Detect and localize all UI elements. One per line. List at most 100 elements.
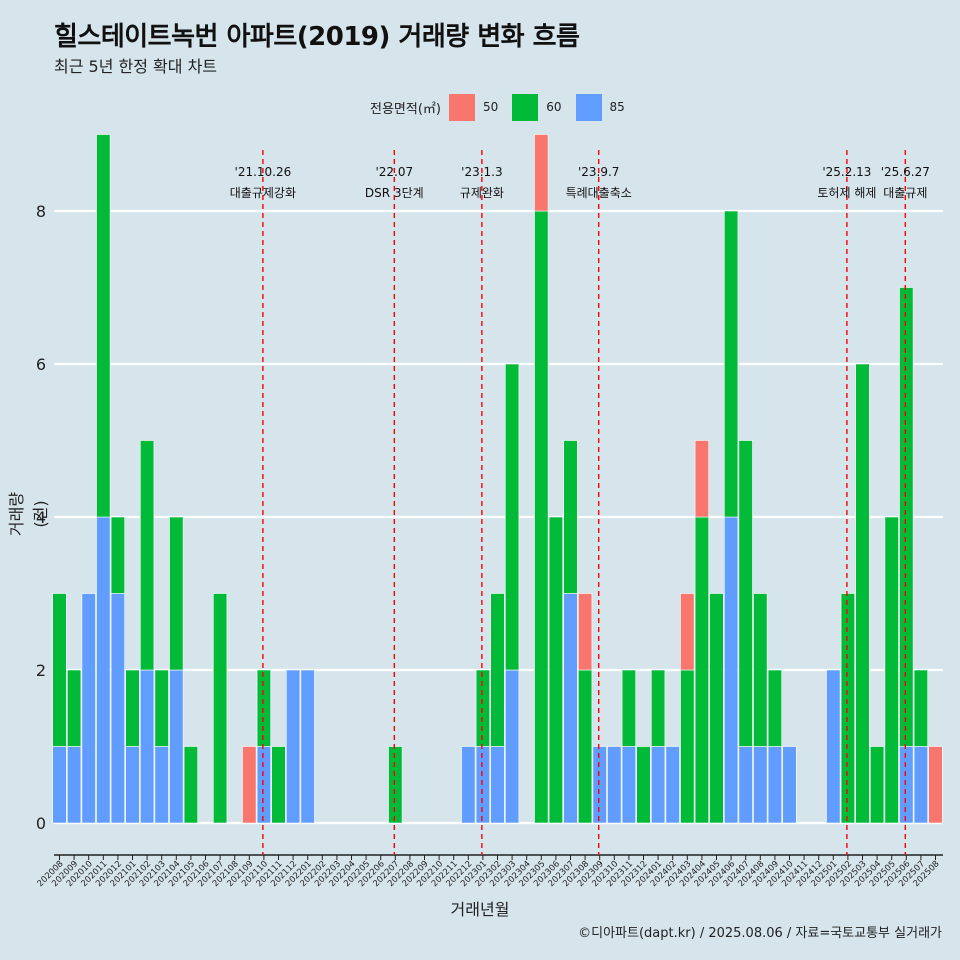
event-desc-label: 대출규제 — [883, 186, 927, 200]
bar-85-202309 — [592, 746, 607, 824]
bar-85-202103 — [154, 746, 169, 824]
bar-85-202011 — [96, 516, 111, 824]
bar-85-202212 — [461, 746, 476, 824]
bar-85-202201 — [300, 669, 315, 824]
bar-60-202101 — [125, 669, 140, 747]
bar-60-202404 — [694, 516, 709, 824]
bar-50-202404 — [694, 440, 709, 518]
legend-title: 전용면적(㎡) — [370, 101, 441, 117]
bar-60-202307 — [563, 440, 578, 594]
event-date-label: '23.1.3 — [461, 165, 502, 179]
bar-60-202407 — [738, 440, 753, 747]
bar-60-202009 — [67, 669, 82, 747]
bar-85-202501 — [826, 669, 841, 824]
legend-label-50: 50 — [482, 100, 499, 114]
bar-85-202110 — [256, 746, 272, 824]
bar-85-202008 — [52, 746, 67, 824]
bar-60-202505 — [884, 516, 899, 824]
bar-60-202502 — [840, 593, 855, 824]
bar-85-202112 — [285, 669, 301, 824]
y-tick-label: 0 — [36, 814, 46, 833]
legend-swatch-50 — [448, 93, 475, 121]
bar-85-202009 — [67, 746, 82, 824]
bar-60-202403 — [680, 669, 695, 824]
bar-50-202305 — [534, 134, 549, 212]
bar-85-202010 — [81, 593, 96, 824]
bar-85-202401 — [650, 746, 666, 824]
event-date-label: '23.9.7 — [578, 165, 619, 179]
legend-swatch-85 — [575, 93, 602, 121]
bar-60-202301 — [475, 669, 491, 747]
bar-60-202401 — [650, 669, 666, 747]
event-desc-label: 특례대출축소 — [566, 186, 632, 200]
bar-60-202306 — [548, 516, 563, 824]
event-desc-label: 토허제 해제 — [817, 186, 876, 200]
y-tick-label: 6 — [36, 355, 46, 374]
bar-60-202405 — [709, 593, 724, 824]
bar-50-202109 — [242, 746, 257, 824]
bar-60-202303 — [504, 363, 520, 671]
bar-60-202103 — [154, 669, 169, 747]
bar-85-202311 — [621, 746, 636, 824]
bar-85-202408 — [753, 746, 768, 824]
bar-85-202303 — [504, 669, 520, 824]
bar-60-202305 — [534, 210, 549, 824]
legend-label-60: 60 — [546, 100, 562, 114]
y-tick-label: 4 — [36, 508, 46, 527]
source-caption: ©디아파트(dapt.kr) / 2025.08.06 / 자료=국토교통부 실… — [578, 926, 942, 941]
bar-85-202102 — [140, 669, 155, 824]
event-desc-label: 규제완화 — [460, 186, 504, 200]
bar-85-202310 — [607, 746, 622, 824]
bar-60-202409 — [767, 669, 782, 747]
bar-85-202307 — [563, 593, 578, 824]
bar-50-202308 — [577, 593, 593, 671]
bar-85-202101 — [125, 746, 140, 824]
y-tick-label: 2 — [36, 661, 46, 680]
bar-85-202104 — [169, 669, 184, 824]
bar-85-202507 — [913, 746, 928, 824]
bar-60-202506 — [899, 287, 914, 747]
legend: 전용면적(㎡) 50 60 85 — [370, 92, 639, 122]
legend-swatch-60 — [512, 93, 539, 121]
bar-85-202301 — [475, 746, 491, 824]
bar-60-202408 — [753, 593, 768, 747]
bar-50-202508 — [928, 746, 943, 824]
bar-60-202503 — [855, 363, 870, 824]
event-desc-label: 대출규제강화 — [230, 186, 296, 200]
event-date-label: '21.10.26 — [235, 165, 292, 179]
bar-60-202111 — [271, 746, 286, 824]
legend-label-85: 85 — [609, 100, 625, 114]
bar-85-202407 — [738, 746, 753, 824]
bar-85-202402 — [665, 746, 680, 824]
bar-60-202104 — [169, 516, 184, 671]
bar-60-202308 — [577, 669, 593, 824]
chart-subtitle: 최근 5년 한정 확대 차트 — [54, 57, 218, 76]
y-tick-label: 8 — [36, 202, 46, 221]
bar-60-202302 — [490, 593, 505, 747]
bar-60-202008 — [52, 593, 67, 747]
bar-60-202312 — [636, 746, 651, 824]
event-date-label: '22.07 — [375, 165, 413, 179]
bar-85-202410 — [782, 746, 797, 824]
y-axis-label: 거래량(건) — [7, 491, 50, 537]
bar-85-202406 — [723, 516, 739, 824]
bar-85-202012 — [110, 593, 125, 824]
x-axis-label: 거래년월 — [450, 900, 510, 919]
chart-title: 힐스테이트녹번 아파트(2019) 거래량 변화 흐름 — [54, 22, 580, 52]
bar-50-202403 — [680, 593, 695, 671]
bar-60-202011 — [96, 134, 111, 518]
bar-60-202504 — [869, 746, 885, 824]
event-date-label: '25.2.13 — [822, 165, 871, 179]
bar-60-202012 — [110, 516, 125, 594]
bar-60-202507 — [913, 669, 928, 747]
event-desc-label: DSR 3단계 — [365, 186, 424, 200]
bar-60-202102 — [140, 440, 155, 671]
bar-60-202110 — [256, 669, 272, 747]
bar-60-202107 — [213, 593, 228, 824]
bar-85-202409 — [767, 746, 782, 824]
bar-85-202302 — [490, 746, 505, 824]
bar-60-202311 — [621, 669, 636, 747]
bar-85-202506 — [899, 746, 914, 824]
bar-60-202105 — [183, 746, 199, 824]
